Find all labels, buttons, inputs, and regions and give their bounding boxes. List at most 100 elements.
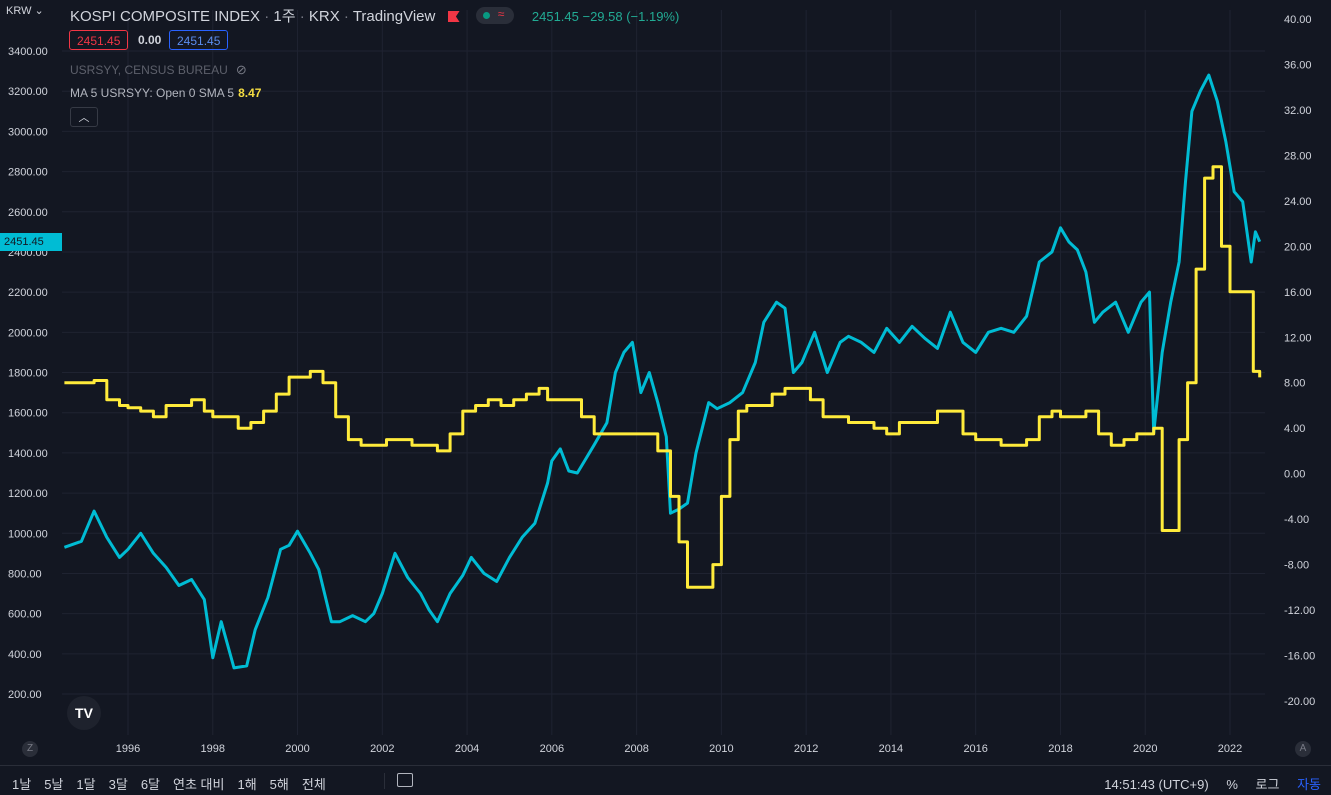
time-axis-tick-label: 2008: [624, 743, 648, 755]
wave-icon: ≈: [497, 7, 505, 21]
time-axis-tick-label: 2006: [540, 743, 564, 755]
left-axis-tick-label: 2200.00: [8, 287, 48, 299]
hidden-eye-icon[interactable]: ⊘: [235, 62, 247, 77]
time-axis-tick-label: 2010: [709, 743, 733, 755]
left-axis-tick-label: 1800.00: [8, 368, 48, 380]
left-axis-tick-label: 1000.00: [8, 528, 48, 540]
right-axis-tick-label: -8.00: [1284, 560, 1309, 572]
time-axis-labels: 1996 1998 2000 2002 2004 2006 2008 2010 2012 2014…: [116, 743, 1242, 755]
right-axis-tick-label: 20.00: [1284, 241, 1312, 253]
quote-change: 2451.45 −29.58 (−1.19%): [531, 9, 680, 24]
spread-value: 0.00: [138, 33, 162, 47]
left-axis-tick-label: 200.00: [8, 689, 42, 701]
left-axis-tick-label: 2000.00: [8, 327, 48, 339]
collapse-legend-button[interactable]: ︿: [70, 107, 98, 127]
separator-dot: ·: [299, 8, 305, 25]
chart-canvas[interactable]: 3400.003200.003000.002800.002600.002400.…: [0, 0, 1331, 765]
right-axis-tick-label: 24.00: [1284, 196, 1312, 208]
time-axis-tick-label: 2002: [370, 743, 394, 755]
exchange-label: KRX: [308, 8, 340, 25]
time-axis-tick-label: 1998: [201, 743, 225, 755]
tradingview-logo[interactable]: TV: [67, 696, 101, 730]
range-button[interactable]: 5해: [269, 777, 289, 792]
range-button[interactable]: 1해: [237, 777, 257, 792]
range-button[interactable]: 3달: [108, 777, 128, 792]
range-button[interactable]: 연초 대비: [173, 777, 225, 792]
time-axis-tick-label: 2014: [879, 743, 903, 755]
separator-dot: ·: [264, 8, 270, 25]
left-axis-tick-label: 3400.00: [8, 46, 48, 58]
time-axis-tick-label: 2022: [1218, 743, 1242, 755]
right-axis-tick-label: 28.00: [1284, 150, 1312, 162]
currency-selector[interactable]: KRW ⌄: [6, 5, 44, 17]
ma-label: MA 5 USRSYY: Open 0 SMA 5: [70, 86, 235, 100]
left-axis-tick-label: 800.00: [8, 568, 42, 580]
flag-icon[interactable]: [447, 11, 460, 22]
buy-button[interactable]: 2451.45: [169, 30, 229, 50]
bottom-right-controls: 14:51:43 (UTC+9) % 로그 자동: [1104, 774, 1321, 793]
provider-label: TradingView: [352, 8, 436, 25]
clock-label[interactable]: 14:51:43 (UTC+9): [1104, 777, 1209, 792]
right-axis-tick-label: 40.00: [1284, 14, 1312, 26]
left-axis-tick-label: 1400.00: [8, 448, 48, 460]
ma-value: 8.47: [238, 86, 262, 100]
last-price-label: 2451.45: [0, 233, 62, 251]
market-open-icon: [482, 12, 490, 19]
left-axis-tick-label: 600.00: [8, 609, 42, 621]
range-button[interactable]: 1날: [12, 777, 32, 792]
right-axis-tick-label: -20.00: [1284, 696, 1315, 708]
toolbar-divider: [384, 773, 385, 789]
range-button[interactable]: 전체: [301, 777, 326, 792]
left-axis-tick-label: 3000.00: [8, 126, 48, 138]
range-button[interactable]: 5날: [44, 777, 64, 792]
interval-label[interactable]: 1주: [273, 8, 296, 25]
symbol-header: KOSPI COMPOSITE INDEX · 1주 · KRX · Tradi…: [70, 5, 679, 26]
left-axis-tick-label: 3200.00: [8, 86, 48, 98]
kospi-line: [63, 73, 1262, 670]
right-axis-tick-label: -12.00: [1284, 605, 1315, 617]
left-axis-tick-label: 2800.00: [8, 167, 48, 179]
left-axis-tick-label: 1200.00: [8, 488, 48, 500]
time-axis-tick-label: 2004: [455, 743, 479, 755]
range-button[interactable]: 6달: [140, 777, 161, 792]
auto-scale-icon[interactable]: A: [1295, 741, 1311, 757]
zoom-reset-icon[interactable]: Z: [22, 741, 38, 757]
time-axis-tick-label: 1996: [116, 743, 140, 755]
left-axis-tick-label: 1600.00: [8, 408, 48, 420]
ma-legend[interactable]: MA 5 USRSYY: Open 0 SMA 5 8.47: [70, 86, 261, 100]
right-axis-tick-label: 8.00: [1284, 378, 1305, 390]
right-axis-tick-label: 12.00: [1284, 332, 1312, 344]
market-status-toggle[interactable]: ≈: [475, 7, 514, 24]
overlay-source-legend[interactable]: USRSYY, CENSUS BUREAU ⊘: [70, 62, 247, 78]
range-buttons: 1날 5날 1달 3달 6달 연초 대비 1해 5해 전체: [12, 774, 339, 793]
log-toggle[interactable]: 로그: [1255, 777, 1280, 792]
sell-button[interactable]: 2451.45: [69, 30, 129, 50]
calendar-icon[interactable]: [397, 773, 413, 787]
ma-usrsyy-line: [64, 165, 1262, 589]
right-axis-tick-label: 32.00: [1284, 105, 1312, 117]
symbol-name[interactable]: KOSPI COMPOSITE INDEX: [70, 8, 261, 25]
chevron-up-icon: ︿: [78, 112, 90, 124]
bottom-toolbar: 1날 5날 1달 3달 6달 연초 대비 1해 5해 전체 14:51:43 (UTC+9) %…: [0, 765, 1331, 795]
right-axis-tick-label: -4.00: [1284, 514, 1309, 526]
right-axis-tick-label: 0.00: [1284, 469, 1305, 481]
time-axis-tick-label: 2020: [1133, 743, 1157, 755]
series-lines: [63, 73, 1262, 670]
percent-toggle[interactable]: %: [1226, 777, 1238, 792]
left-axis-tick-label: 400.00: [8, 649, 42, 661]
time-axis-tick-label: 2012: [794, 743, 818, 755]
right-axis-tick-label: 16.00: [1284, 287, 1312, 299]
auto-toggle[interactable]: 자동: [1297, 777, 1321, 792]
separator-dot: ·: [343, 8, 349, 25]
time-axis-tick-label: 2016: [963, 743, 987, 755]
overlay-source-label: USRSYY, CENSUS BUREAU: [70, 63, 228, 77]
right-axis-tick-label: -16.00: [1284, 651, 1315, 663]
right-axis-tick-label: 4.00: [1284, 423, 1305, 435]
grid-lines: [62, 10, 1265, 735]
time-axis-tick-label: 2000: [285, 743, 309, 755]
right-axis-labels: 40.00 36.00 32.00 28.00 24.00 20.00 16.00 12.00…: [1284, 14, 1315, 708]
time-axis-tick-label: 2018: [1048, 743, 1072, 755]
left-axis-tick-label: 2600.00: [8, 207, 48, 219]
currency-label: KRW: [6, 5, 32, 17]
range-button[interactable]: 1달: [76, 777, 96, 792]
